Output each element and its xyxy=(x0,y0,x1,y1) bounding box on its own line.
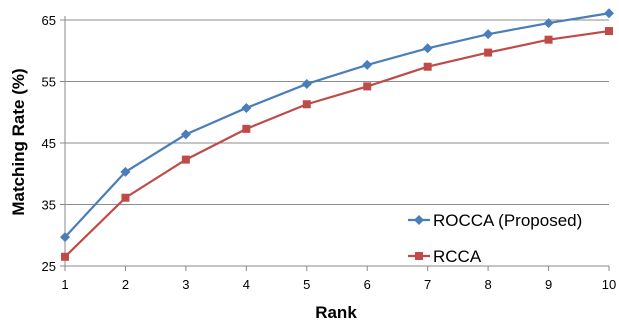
legend-swatch-marker xyxy=(414,215,424,225)
data-point xyxy=(61,252,69,261)
x-tick-label: 8 xyxy=(484,277,491,292)
x-tick-label: 6 xyxy=(364,277,371,292)
data-point xyxy=(241,102,252,113)
series-line xyxy=(64,29,610,258)
legend-item: ROCCA (Proposed) xyxy=(408,211,582,230)
x-tick-label: 7 xyxy=(424,277,431,292)
series-rocca xyxy=(60,8,614,243)
data-point xyxy=(301,78,312,89)
legend-item: RCCA xyxy=(408,247,482,266)
data-point xyxy=(484,48,493,57)
x-axis-title: Rank xyxy=(315,303,357,322)
legend-label: ROCCA (Proposed) xyxy=(433,211,582,230)
y-tick-label: 65 xyxy=(42,13,56,28)
legend-swatch-marker xyxy=(415,252,423,260)
x-tick-label: 3 xyxy=(182,277,189,292)
y-tick-label: 55 xyxy=(42,75,56,90)
series-line xyxy=(64,12,610,238)
x-tick-label: 4 xyxy=(243,277,250,292)
x-tick-label: 9 xyxy=(545,277,552,292)
legend: ROCCA (Proposed) RCCA xyxy=(408,211,582,266)
data-point xyxy=(423,62,432,71)
data-point xyxy=(483,29,494,40)
data-point xyxy=(363,82,372,91)
gridlines xyxy=(65,19,609,205)
data-point xyxy=(242,124,251,133)
y-axis-title: Matching Rate (%) xyxy=(9,68,28,215)
data-point xyxy=(605,27,613,36)
data-point xyxy=(302,100,311,109)
data-point xyxy=(422,43,433,54)
data-point xyxy=(543,18,554,29)
data-point xyxy=(181,155,190,164)
series-rcca xyxy=(61,27,613,261)
x-tick-label: 2 xyxy=(122,277,129,292)
x-tick-label: 5 xyxy=(303,277,310,292)
y-tick-labels: 25 35 45 55 65 xyxy=(42,13,65,274)
data-point xyxy=(60,232,70,243)
x-tick-label: 1 xyxy=(61,277,68,292)
axes xyxy=(64,16,609,267)
data-point xyxy=(604,8,614,19)
y-tick-label: 35 xyxy=(42,198,56,213)
data-point xyxy=(544,35,553,44)
series-group xyxy=(60,8,614,261)
y-tick-label: 45 xyxy=(42,136,56,151)
data-point xyxy=(121,193,130,202)
legend-label: RCCA xyxy=(433,247,482,266)
data-point xyxy=(180,129,191,140)
y-tick-label: 25 xyxy=(42,259,56,274)
x-tick-label: 10 xyxy=(602,277,616,292)
data-point xyxy=(120,166,131,177)
x-tick-labels: 1 2 3 4 5 6 7 8 9 10 xyxy=(61,266,616,292)
data-point xyxy=(362,59,373,70)
